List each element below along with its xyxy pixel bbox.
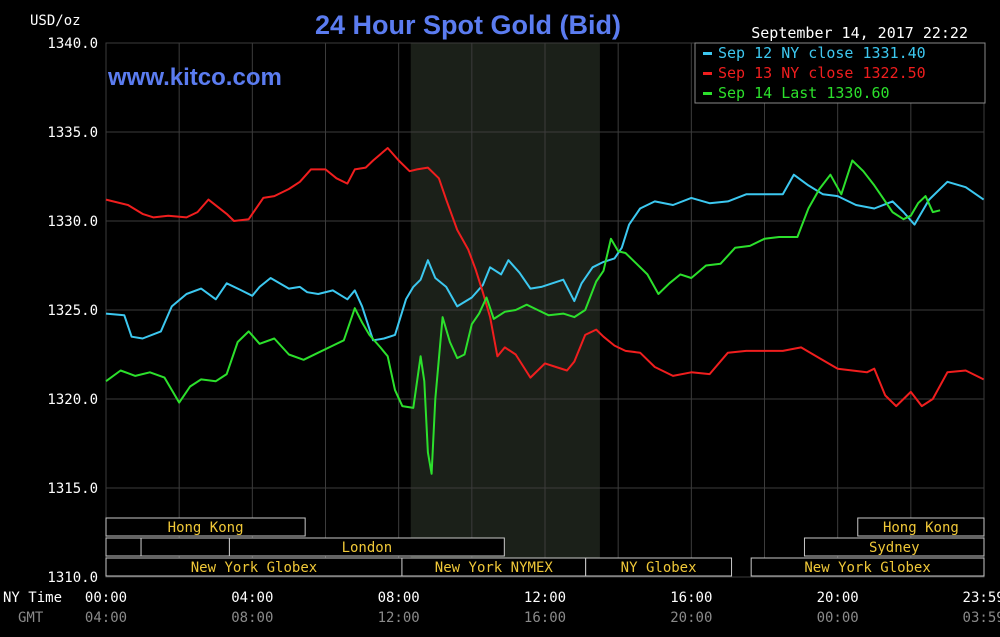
chart-title: 24 Hour Spot Gold (Bid): [315, 10, 621, 40]
y-tick-label: 1340.0: [47, 36, 98, 52]
session-bar: [857, 517, 985, 537]
session-bar: [140, 537, 230, 557]
x-tick-ny: 20:00: [817, 590, 859, 606]
series-line-2: [105, 147, 985, 408]
session-bar: [228, 537, 505, 557]
session-label: Hong Kong: [168, 520, 244, 536]
session-bar: [585, 557, 733, 577]
x-tick-gmt: 08:00: [231, 610, 273, 626]
x-tick-gmt: 20:00: [670, 610, 712, 626]
x-tick-ny: 00:00: [85, 590, 127, 606]
x-tick-gmt: 16:00: [524, 610, 566, 626]
session-label: NY Globex: [621, 560, 697, 576]
y-tick-label: 1310.0: [47, 570, 98, 586]
session-label: Sydney: [869, 540, 920, 556]
session-label: New York NYMEX: [435, 560, 554, 576]
x-tick-ny: 23:59: [963, 590, 1000, 606]
market-sessions: Hong Kong London New York Globex New York N…: [105, 517, 985, 577]
y-axis-ticks: 1310.0 1315.0 1320.0 1325.0 1330.0 1335.0 1340…: [47, 36, 98, 586]
series-line-3: [105, 159, 941, 475]
legend-swatch: [703, 72, 712, 75]
x-tick-ny: 04:00: [231, 590, 273, 606]
legend-box: [694, 42, 986, 104]
ny-time-label: NY Time: [3, 590, 62, 606]
x-tick-gmt: 04:00: [85, 610, 127, 626]
y-tick-label: 1330.0: [47, 214, 98, 230]
legend-entry: Sep 14 Last 1330.60: [718, 84, 890, 102]
session-bar: [750, 557, 985, 577]
series-line-1: [105, 173, 985, 342]
unit-label: USD/oz: [30, 13, 81, 29]
y-tick-label: 1315.0: [47, 481, 98, 497]
gmt-label: GMT: [18, 610, 44, 626]
x-tick-ny: 12:00: [524, 590, 566, 606]
x-tick-ny: 16:00: [670, 590, 712, 606]
session-label: New York Globex: [804, 560, 930, 576]
y-tick-label: 1325.0: [47, 303, 98, 319]
session-label: New York Globex: [191, 560, 317, 576]
legend-entry: Sep 13 NY close 1322.50: [718, 64, 926, 82]
website-watermark: www.kitco.com: [107, 64, 282, 91]
x-tick-gmt: 12:00: [378, 610, 420, 626]
x-tick-ny: 08:00: [378, 590, 420, 606]
session-bar: [105, 517, 306, 537]
session-label: London: [342, 540, 393, 556]
price-series: [105, 147, 985, 475]
legend-entry: Sep 12 NY close 1331.40: [718, 44, 926, 62]
x-tick-gmt: 03:59: [963, 610, 1000, 626]
time-axis: NY Time GMT 00:00 04:00 08:00 12:00 16:00 20:…: [3, 590, 1000, 626]
legend-swatch: [703, 92, 712, 95]
plot-frame: [105, 42, 985, 578]
session-bar: [803, 537, 985, 557]
y-tick-label: 1320.0: [47, 392, 98, 408]
x-tick-gmt: 00:00: [817, 610, 859, 626]
legend: Sep 12 NY close 1331.40 Sep 13 NY close 1…: [694, 42, 986, 104]
session-label: Hong Kong: [883, 520, 959, 536]
y-tick-label: 1335.0: [47, 125, 98, 141]
legend-swatch: [703, 52, 712, 55]
timestamp: September 14, 2017 22:22: [751, 24, 968, 42]
session-bar: [105, 537, 142, 557]
